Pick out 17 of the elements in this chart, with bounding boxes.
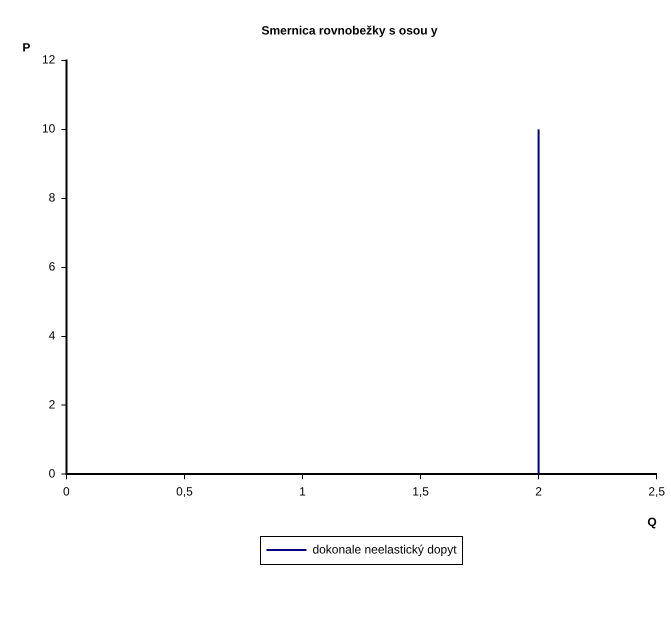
x-tick-label: 2,5 bbox=[648, 484, 666, 499]
x-tick-label: 1 bbox=[299, 484, 306, 499]
x-tick-label: 0 bbox=[63, 484, 70, 499]
x-tick-label: 0,5 bbox=[176, 484, 194, 499]
y-tick-label: 12 bbox=[42, 52, 56, 67]
y-tick-label: 4 bbox=[48, 328, 56, 343]
x-tick-label: 2 bbox=[535, 484, 542, 499]
y-tick-label: 8 bbox=[48, 190, 56, 205]
y-axis-title: P bbox=[22, 40, 30, 55]
y-tick-label: 0 bbox=[48, 466, 56, 481]
y-tick-label: 6 bbox=[48, 260, 56, 274]
y-tick-label: 10 bbox=[42, 122, 56, 136]
y-tick-label: 2 bbox=[48, 398, 56, 412]
x-tick-label: 1,5 bbox=[412, 484, 430, 499]
legend-label: dokonale neelastický dopyt bbox=[312, 542, 458, 556]
chart-title: Smernica rovnobežky s osou y bbox=[261, 24, 438, 38]
x-axis-title: Q bbox=[647, 515, 657, 530]
